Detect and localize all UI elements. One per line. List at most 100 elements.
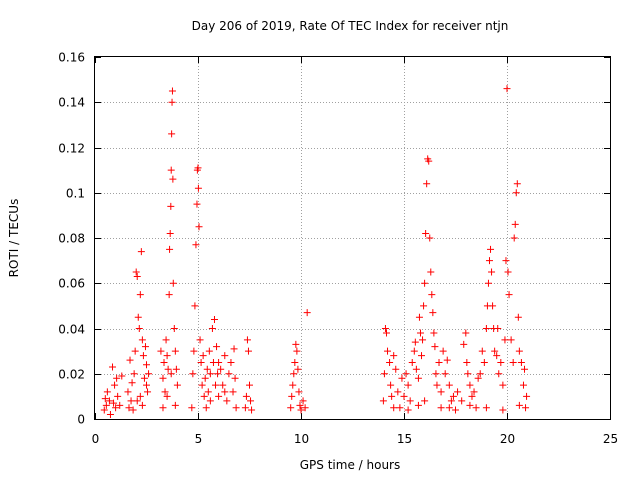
data-point [101, 395, 109, 403]
data-point [388, 392, 396, 400]
data-point [472, 404, 480, 412]
data-point [482, 325, 490, 332]
data-point [441, 370, 449, 378]
data-point [418, 352, 426, 360]
data-point [103, 388, 111, 396]
x-tick-label: 20 [500, 432, 515, 446]
data-point [205, 347, 213, 355]
y-tick-label: 0.02 [58, 368, 85, 382]
data-point [292, 340, 300, 348]
data-point [411, 338, 419, 346]
data-point [173, 381, 181, 389]
y-tick-label: 0.16 [58, 51, 85, 65]
data-point [247, 397, 255, 405]
data-point [427, 268, 435, 276]
data-point [171, 347, 179, 355]
data-point [172, 365, 180, 373]
data-point [419, 336, 427, 344]
data-point [299, 397, 307, 405]
data-point [294, 365, 302, 373]
data-point [194, 164, 202, 172]
data-point [517, 358, 525, 366]
data-point [431, 343, 439, 351]
data-point [303, 309, 311, 317]
data-point [515, 347, 523, 355]
data-point [460, 340, 468, 348]
data-point [491, 347, 499, 355]
data-point [161, 388, 169, 396]
data-point [412, 365, 420, 373]
data-point [111, 381, 119, 389]
data-point [513, 180, 521, 188]
data-point [415, 313, 423, 321]
chart-title: Day 206 of 2019, Rate Of TEC Index for r… [192, 19, 509, 33]
data-point [445, 381, 453, 389]
data-point [231, 374, 239, 382]
data-point [166, 229, 174, 237]
data-point [230, 345, 238, 353]
data-point [497, 358, 505, 366]
data-point [198, 381, 206, 389]
data-point [420, 302, 428, 310]
data-point [215, 358, 223, 366]
data-point [204, 388, 212, 396]
y-tick-label: 0.08 [58, 232, 85, 246]
data-point [466, 401, 474, 409]
plot-frame [94, 56, 611, 420]
data-point [157, 347, 165, 355]
data-point [437, 404, 445, 412]
data-point [118, 372, 126, 380]
data-point [138, 401, 146, 409]
data-point [145, 370, 153, 378]
x-axis-ticks: 0 5 10 15 20 25 [92, 57, 618, 446]
data-point [380, 370, 388, 378]
data-point [141, 343, 149, 351]
data-point [426, 234, 434, 242]
data-point [206, 370, 214, 378]
data-point [484, 279, 492, 287]
data-point [485, 257, 493, 265]
data-point [192, 241, 200, 249]
data-point [435, 358, 443, 366]
data-point [398, 374, 406, 382]
data-point [381, 325, 389, 332]
data-point [191, 302, 199, 310]
data-point [423, 180, 431, 188]
data-point [430, 329, 438, 337]
x-tick-label: 15 [397, 432, 412, 446]
data-point [163, 352, 171, 360]
y-tick-label: 0.14 [58, 96, 85, 110]
data-point [474, 374, 482, 382]
data-point [449, 392, 457, 400]
data-point [110, 399, 118, 407]
data-point [169, 279, 177, 287]
data-point [296, 401, 304, 409]
data-point [194, 184, 202, 192]
data-point [439, 347, 447, 355]
x-tick-label: 10 [294, 432, 309, 446]
data-point [523, 392, 531, 400]
x-axis-label: GPS time / hours [300, 458, 401, 472]
data-point [243, 336, 251, 344]
data-point [137, 248, 145, 256]
data-point [454, 388, 462, 396]
data-point [400, 392, 408, 400]
y-tick-label: 0 [77, 413, 85, 427]
data-point [396, 404, 404, 412]
x-tick-label: 5 [195, 432, 203, 446]
data-point [135, 325, 143, 332]
data-point [288, 392, 296, 400]
data-point [244, 347, 252, 355]
data-point [290, 370, 298, 378]
data-point [447, 397, 455, 405]
data-point [114, 392, 122, 400]
data-point [433, 381, 441, 389]
data-point [291, 358, 299, 366]
data-point [519, 381, 527, 389]
data-point [229, 388, 237, 396]
y-axis-label: ROTI / TECUs [7, 199, 21, 278]
data-point [136, 392, 144, 400]
data-point [143, 381, 150, 389]
data-point [425, 157, 433, 165]
data-point [466, 381, 474, 389]
